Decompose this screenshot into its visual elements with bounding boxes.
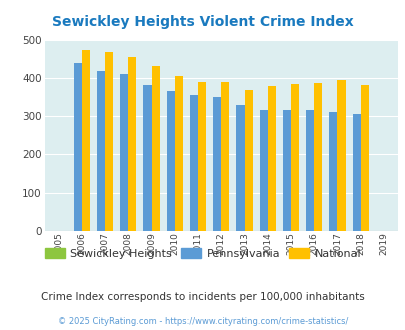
- Bar: [282, 111, 290, 231]
- Bar: [190, 95, 198, 231]
- Bar: [328, 112, 337, 231]
- Bar: [352, 114, 360, 231]
- Bar: [82, 50, 90, 231]
- Bar: [236, 105, 244, 231]
- Bar: [221, 82, 229, 231]
- Bar: [143, 85, 151, 231]
- Bar: [313, 83, 322, 231]
- Bar: [360, 85, 368, 231]
- Bar: [97, 71, 105, 231]
- Bar: [290, 84, 298, 231]
- Text: Sewickley Heights Violent Crime Index: Sewickley Heights Violent Crime Index: [52, 15, 353, 29]
- Bar: [259, 111, 267, 231]
- Bar: [151, 66, 159, 231]
- Bar: [337, 80, 345, 231]
- Bar: [175, 76, 183, 231]
- Bar: [166, 91, 175, 231]
- Bar: [305, 111, 313, 231]
- Bar: [198, 82, 206, 231]
- Bar: [267, 85, 275, 231]
- Bar: [213, 97, 221, 231]
- Text: © 2025 CityRating.com - https://www.cityrating.com/crime-statistics/: © 2025 CityRating.com - https://www.city…: [58, 317, 347, 326]
- Legend: Sewickley Heights, Pennsylvania, National: Sewickley Heights, Pennsylvania, Nationa…: [40, 244, 365, 263]
- Text: Crime Index corresponds to incidents per 100,000 inhabitants: Crime Index corresponds to incidents per…: [41, 292, 364, 302]
- Bar: [244, 90, 252, 231]
- Bar: [74, 63, 82, 231]
- Bar: [128, 57, 136, 231]
- Bar: [120, 75, 128, 231]
- Bar: [105, 52, 113, 231]
